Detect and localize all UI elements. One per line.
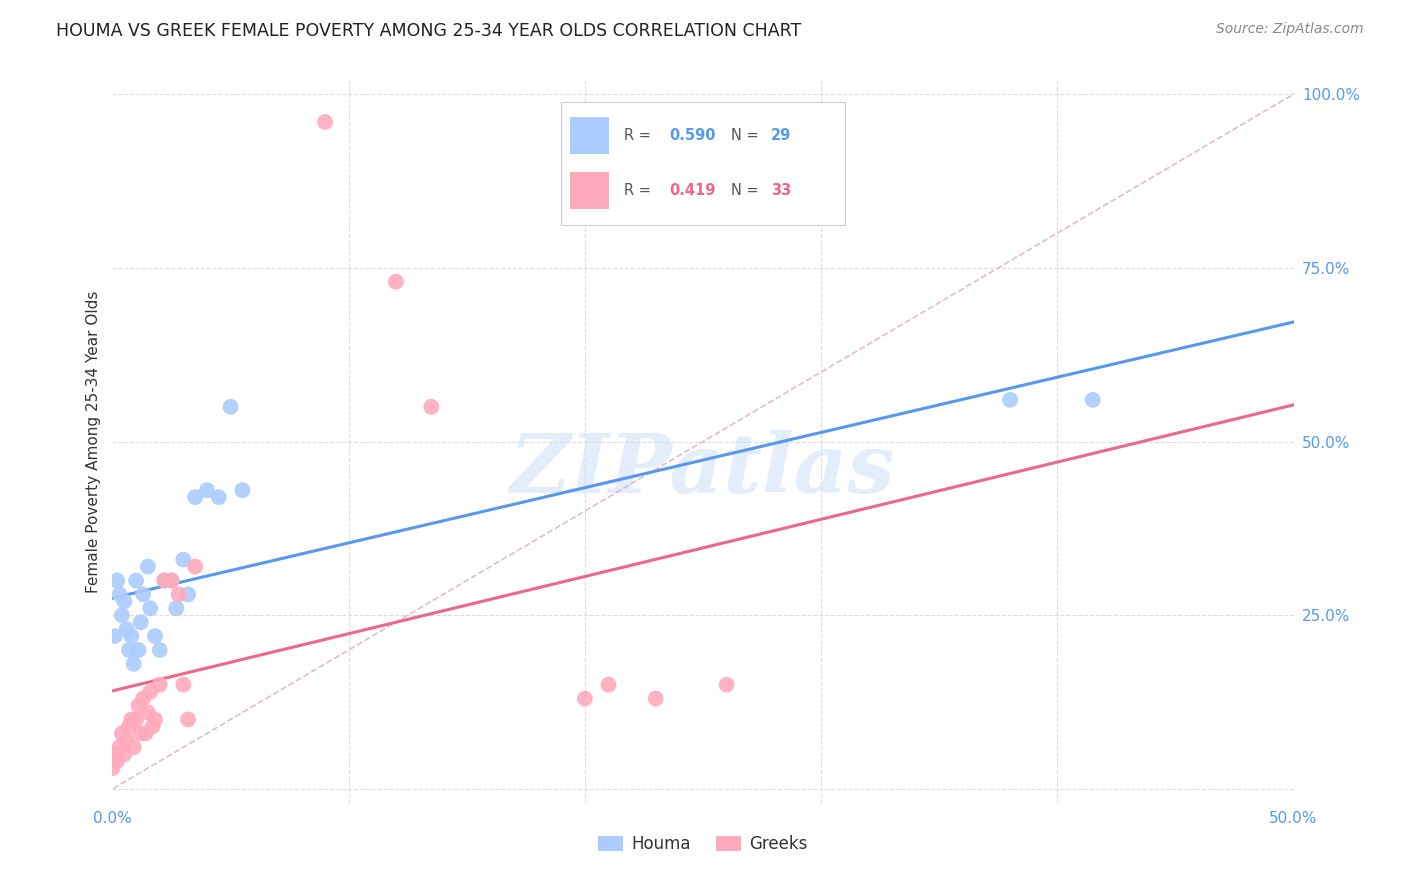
Point (125, 713, 148, 727)
Point (122, 740, 145, 755)
Point (125, 574, 148, 588)
Point (111, 608, 134, 623)
Point (195, 483, 218, 498)
Point (127, 698, 149, 713)
Point (129, 726, 152, 740)
Point (108, 740, 131, 755)
Point (172, 678, 194, 692)
Point (165, 601, 187, 615)
Point (385, 275, 408, 289)
Point (314, 115, 336, 129)
Point (111, 726, 134, 740)
Point (143, 713, 166, 727)
Point (112, 594, 135, 608)
Point (231, 483, 253, 498)
Point (127, 643, 149, 657)
Point (136, 706, 159, 720)
Point (208, 490, 231, 504)
Point (420, 400, 443, 414)
Point (149, 678, 172, 692)
Point (143, 629, 166, 643)
Point (219, 400, 242, 414)
Point (167, 587, 190, 601)
Point (142, 719, 165, 733)
Text: Source: ZipAtlas.com: Source: ZipAtlas.com (1216, 22, 1364, 37)
Point (112, 747, 135, 761)
Point (132, 587, 155, 601)
Point (177, 587, 200, 601)
Point (184, 559, 207, 574)
Text: ZIPatlas: ZIPatlas (510, 431, 896, 510)
Point (135, 726, 157, 740)
Point (120, 629, 142, 643)
Point (104, 747, 127, 761)
Point (108, 587, 131, 601)
Point (118, 643, 141, 657)
Point (716, 678, 738, 692)
Point (598, 678, 620, 692)
Point (644, 691, 666, 706)
Point (129, 615, 152, 630)
Point (177, 713, 200, 727)
Point (105, 754, 128, 768)
Point (149, 643, 172, 657)
Point (122, 657, 145, 671)
Point (118, 719, 141, 733)
Point (574, 691, 596, 706)
Point (998, 392, 1021, 407)
Point (115, 622, 138, 636)
Legend: Houma, Greeks: Houma, Greeks (592, 828, 814, 860)
Point (120, 713, 142, 727)
Point (115, 733, 138, 747)
Point (160, 574, 183, 588)
Y-axis label: Female Poverty Among 25-34 Year Olds: Female Poverty Among 25-34 Year Olds (86, 291, 101, 592)
Point (139, 684, 162, 698)
Point (105, 574, 128, 588)
Point (104, 629, 127, 643)
Point (172, 552, 194, 566)
Point (184, 490, 207, 504)
Point (153, 574, 176, 588)
Point (1081, 392, 1104, 407)
Point (132, 691, 155, 706)
Point (136, 559, 159, 574)
Point (153, 574, 176, 588)
Point (101, 761, 124, 775)
Point (139, 601, 162, 615)
Point (160, 574, 183, 588)
Text: HOUMA VS GREEK FEMALE POVERTY AMONG 25-34 YEAR OLDS CORRELATION CHART: HOUMA VS GREEK FEMALE POVERTY AMONG 25-3… (56, 22, 801, 40)
